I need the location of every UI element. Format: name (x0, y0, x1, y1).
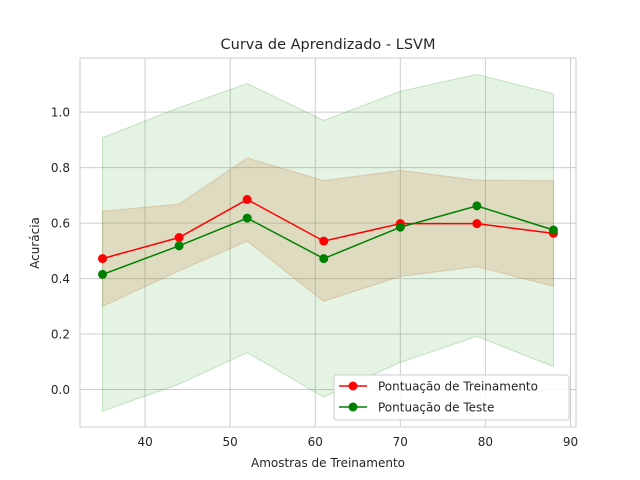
y-axis-label: Acurácia (28, 217, 42, 269)
grid (80, 58, 576, 427)
point-series-1 (319, 254, 329, 264)
point-series-0 (98, 254, 108, 264)
legend-marker-test (348, 402, 358, 412)
point-series-1 (98, 269, 108, 279)
band-series-0 (102, 157, 554, 308)
band-series-1 (102, 73, 554, 412)
x-tick-label: 90 (563, 435, 578, 449)
plot-frame (79, 57, 577, 428)
y-tick-label: 0.6 (51, 217, 70, 231)
std-bands (102, 73, 554, 412)
point-series-0 (174, 233, 184, 243)
legend-label-test: Pontuação de Teste (378, 401, 494, 415)
legend-box (333, 374, 570, 421)
y-tick-label: 0.8 (51, 161, 70, 175)
x-tick-label: 80 (478, 435, 493, 449)
point-series-1 (242, 213, 252, 223)
y-tick-label: 0.4 (51, 272, 70, 286)
series-lines (98, 194, 558, 279)
point-series-1 (472, 201, 482, 211)
y-tick-label: 1.0 (51, 106, 70, 120)
legend-label-train: Pontuação de Treinamento (378, 380, 538, 394)
point-series-0 (242, 194, 252, 204)
legend-marker-train (348, 381, 358, 391)
y-tick-label: 0.0 (51, 383, 70, 397)
legend: Pontuação de Treinamento Pontuação de Te… (333, 374, 570, 421)
point-series-1 (395, 222, 405, 232)
tick-labels: 40 50 60 70 80 90 0.0 0.2 0.4 0.6 0.8 1.0 (51, 106, 578, 449)
point-series-1 (174, 241, 184, 251)
point-series-1 (548, 225, 558, 235)
x-axis-label: Amostras de Treinamento (251, 456, 405, 470)
x-tick-label: 70 (393, 435, 408, 449)
point-series-0 (472, 219, 482, 229)
y-tick-label: 0.2 (51, 328, 70, 342)
point-series-0 (319, 236, 329, 246)
chart-title: Curva de Aprendizado - LSVM (221, 37, 436, 53)
x-tick-label: 60 (308, 435, 323, 449)
x-tick-label: 40 (137, 435, 152, 449)
x-tick-label: 50 (223, 435, 238, 449)
